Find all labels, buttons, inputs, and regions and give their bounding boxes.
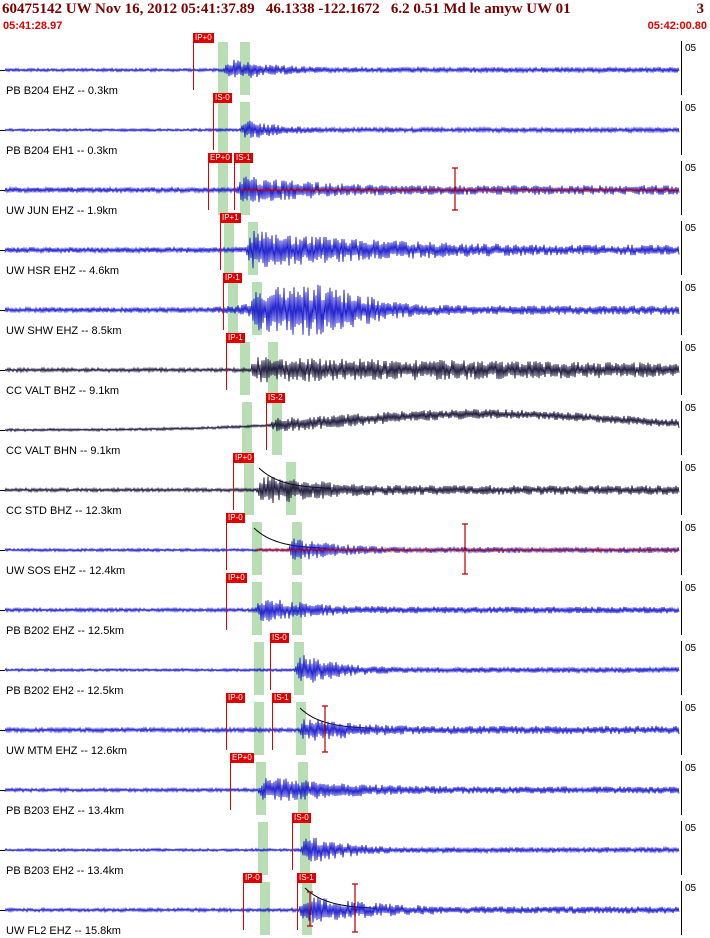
station-label: UW JUN EHZ -- 1.9km [6,205,118,217]
minute-tick-label: 05 [685,523,697,534]
minute-tick-label: 05 [685,103,697,114]
event-flag-count: 3 [696,1,705,17]
waveform-plot[interactable] [0,818,710,878]
station-label: PB B202 EHZ -- 12.5km [6,625,124,637]
pick-flag[interactable]: IS-1 [272,693,291,703]
pick-flag[interactable]: IP-0 [226,513,245,523]
waveform-plot[interactable] [0,878,710,938]
minute-tick-label: 05 [685,223,697,234]
minute-tick-label: 05 [685,883,697,894]
station-label: UW FL2 EHZ -- 15.8km [6,925,121,937]
waveform-plot[interactable] [0,38,710,98]
station-label: UW SHW EHZ -- 8.5km [6,325,122,337]
waveform-plot[interactable] [0,518,710,578]
pick-flag[interactable]: IP-0 [243,873,262,883]
minute-tick-label: 05 [685,463,697,474]
waveform-plot[interactable] [0,98,710,158]
station-label: PB B204 EHZ -- 0.3km [6,85,118,97]
station-label: PB B203 EH2 -- 13.4km [6,865,124,877]
minute-tick-label: 05 [685,703,697,714]
pick-flag[interactable]: IP+0 [226,573,247,583]
minute-tick-label: 05 [685,403,697,414]
station-label: UW HSR EHZ -- 4.6km [6,265,120,277]
trace-row[interactable]: IP-1 CC VALT BHZ -- 9.1km 05 [0,333,710,398]
station-label: UW SOS EHZ -- 12.4km [6,565,126,577]
waveform-plot[interactable] [0,278,710,338]
waveform-plot[interactable] [0,218,710,278]
window-end-time: 05:42:00.80 [647,20,707,32]
pick-flag[interactable]: IS-1 [234,153,253,163]
trace-row[interactable]: IS-2 CC VALT BHN -- 9.1km 05 [0,393,710,458]
pick-flag[interactable]: IP-1 [226,333,245,343]
minute-tick-label: 05 [685,763,697,774]
waveform-plot[interactable] [0,698,710,758]
trace-row[interactable]: IP-1 UW SHW EHZ -- 8.5km 05 [0,273,710,338]
header: 60475142 UW Nov 16, 2012 05:41:37.89 46.… [0,0,710,20]
station-label: PB B204 EH1 -- 0.3km [6,145,118,157]
minute-tick-label: 05 [685,643,697,654]
waveform-plot[interactable] [0,338,710,398]
pick-flag[interactable]: IP+0 [193,33,214,43]
pick-flag[interactable]: IS-2 [266,393,285,403]
pick-flag[interactable]: IP-1 [223,273,242,283]
trace-row[interactable]: EP+0 PB B203 EHZ -- 13.4km 05 [0,753,710,818]
station-label: UW MTM EHZ -- 12.6km [6,745,127,757]
pick-flag[interactable]: EP+0 [230,753,254,763]
pick-flag[interactable]: IP+1 [220,213,241,223]
trace-row[interactable]: IP-0 IS-1 UW FL2 EHZ -- 15.8km 05 [0,873,710,938]
waveform-plot[interactable] [0,458,710,518]
minute-tick-label: 05 [685,823,697,834]
pick-flag[interactable]: IP+0 [233,453,254,463]
waveform-plot[interactable] [0,578,710,638]
minute-tick-label: 05 [685,43,697,54]
trace-row[interactable]: IP+0 PB B204 EHZ -- 0.3km 05 [0,33,710,98]
trace-row[interactable]: IS-0 PB B204 EH1 -- 0.3km 05 [0,93,710,158]
minute-tick-label: 05 [685,343,697,354]
time-window-row: 05:41:28.97 05:42:00.80 [0,20,710,35]
waveform-plot[interactable] [0,758,710,818]
trace-row[interactable]: IP-0 UW SOS EHZ -- 12.4km 05 [0,513,710,578]
station-label: CC VALT BHN -- 9.1km [6,445,121,457]
pick-flag[interactable]: IS-0 [292,813,311,823]
minute-tick-label: 05 [685,583,697,594]
minute-tick-label: 05 [685,163,697,174]
trace-row[interactable]: IP+1 UW HSR EHZ -- 4.6km 05 [0,213,710,278]
trace-rows: IP+0 PB B204 EHZ -- 0.3km 05 IS-0 PB B204 EH… [0,33,710,938]
pick-flag[interactable]: IS-0 [213,93,232,103]
station-label: PB B203 EHZ -- 13.4km [6,805,124,817]
pick-flag[interactable]: EP+0 [208,153,232,163]
waveform-plot[interactable] [0,158,710,218]
window-start-time: 05:41:28.97 [3,20,63,32]
trace-row[interactable]: IP+0 PB B202 EHZ -- 12.5km 05 [0,573,710,638]
station-label: CC VALT BHZ -- 9.1km [6,385,120,397]
trace-row[interactable]: IS-0 PB B202 EH2 -- 12.5km 05 [0,633,710,698]
station-label: CC STD BHZ -- 12.3km [6,505,122,517]
station-label: PB B202 EH2 -- 12.5km [6,685,124,697]
waveform-plot[interactable] [0,398,710,458]
pick-flag[interactable]: IP-0 [226,693,245,703]
event-title: 60475142 UW Nov 16, 2012 05:41:37.89 46.… [2,1,571,17]
pick-flag[interactable]: IS-1 [297,873,316,883]
trace-row[interactable]: IP-0 IS-1 UW MTM EHZ -- 12.6km 05 [0,693,710,758]
trace-row[interactable]: IP+0 CC STD BHZ -- 12.3km 05 [0,453,710,518]
waveform-plot[interactable] [0,638,710,698]
trace-row[interactable]: EP+0 IS-1 UW JUN EHZ -- 1.9km 05 [0,153,710,218]
pick-flag[interactable]: IS-0 [270,633,289,643]
trace-row[interactable]: IS-0 PB B203 EH2 -- 13.4km 05 [0,813,710,878]
minute-tick-label: 05 [685,283,697,294]
